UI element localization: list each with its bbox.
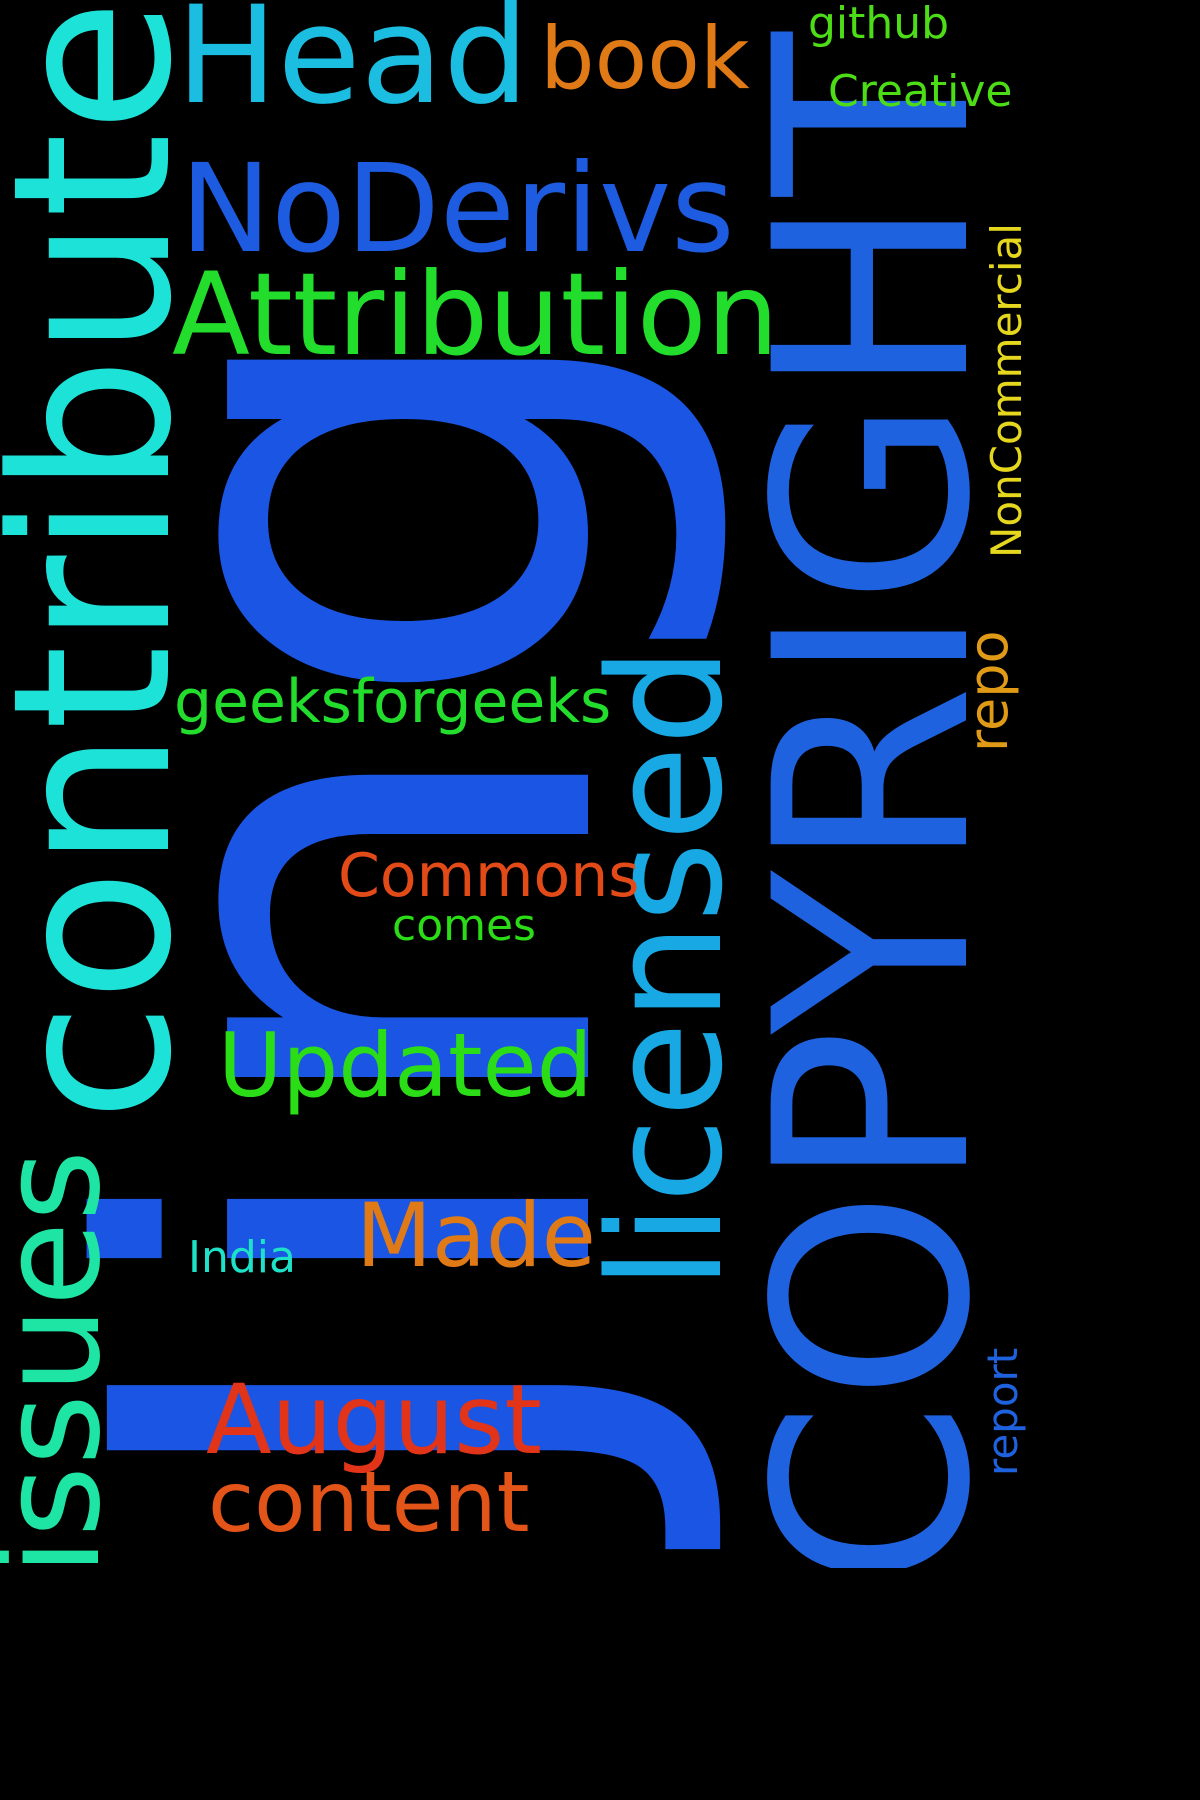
word-copyright: COPYRIGHT bbox=[740, 32, 1008, 1568]
word-noncommercial: NonCommercial bbox=[986, 223, 1028, 558]
word-cloud: Jing COPYRIGHT contribute issues license… bbox=[0, 0, 1045, 1568]
word-issues: issues bbox=[0, 1150, 120, 1568]
word-repo: repo bbox=[962, 630, 1016, 752]
word-commons: Commons bbox=[338, 846, 640, 906]
word-head: Head bbox=[176, 0, 529, 123]
word-india: India bbox=[188, 1236, 296, 1280]
word-attribution: Attribution bbox=[172, 258, 779, 372]
word-updated: Updated bbox=[218, 1022, 593, 1110]
word-content: content bbox=[208, 1460, 530, 1544]
word-made: Made bbox=[356, 1192, 596, 1280]
word-creative: Creative bbox=[828, 70, 1012, 114]
word-comes: comes bbox=[392, 904, 536, 948]
word-licensed: licensed bbox=[588, 646, 744, 1290]
word-book: book bbox=[540, 16, 750, 102]
word-geeksforgeeks: geeksforgeeks bbox=[174, 672, 611, 732]
word-github: github bbox=[808, 2, 949, 46]
word-report: report bbox=[982, 1348, 1024, 1476]
word-contribute: contribute bbox=[0, 0, 203, 1122]
